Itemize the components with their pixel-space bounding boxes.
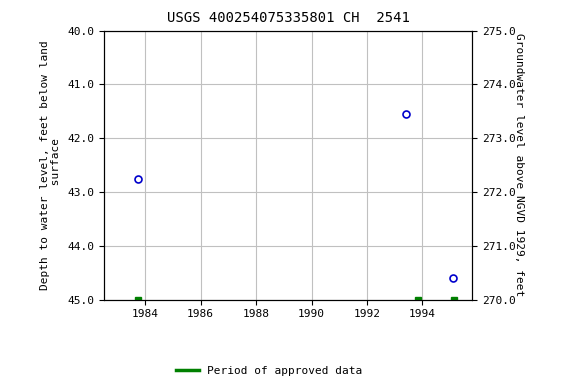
Y-axis label: Groundwater level above NGVD 1929, feet: Groundwater level above NGVD 1929, feet bbox=[514, 33, 524, 297]
Title: USGS 400254075335801 CH  2541: USGS 400254075335801 CH 2541 bbox=[166, 12, 410, 25]
Y-axis label: Depth to water level, feet below land
 surface: Depth to water level, feet below land su… bbox=[40, 40, 62, 290]
Legend: Period of approved data: Period of approved data bbox=[172, 361, 367, 380]
